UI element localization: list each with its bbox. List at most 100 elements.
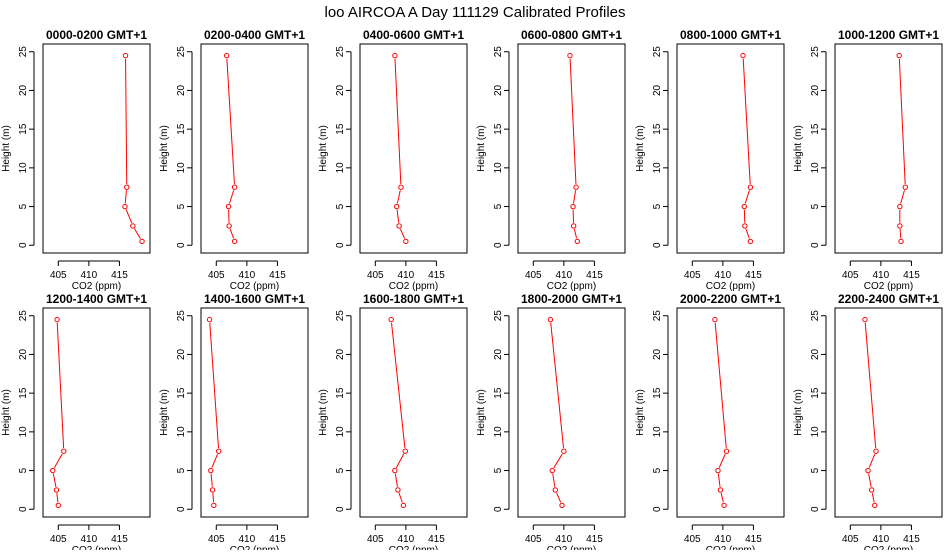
data-point (716, 468, 720, 472)
data-point (212, 503, 216, 507)
data-point (903, 185, 907, 189)
x-tick-label: 405 (842, 270, 859, 281)
series-segment (212, 454, 218, 467)
panel-title: 2000-2200 GMT+1 (680, 292, 781, 306)
x-tick-label: 405 (525, 270, 542, 281)
x-axis-label: CO2 (ppm) (72, 545, 121, 550)
x-tick-label: 410 (715, 534, 732, 545)
x-tick-label: 410 (81, 270, 98, 281)
x-tick-label: 415 (903, 534, 920, 545)
data-point (550, 468, 554, 472)
y-tick-label: 5 (18, 467, 29, 473)
data-point (898, 204, 902, 208)
y-axis-label: Height (m) (635, 389, 646, 436)
y-tick-label: 15 (335, 387, 346, 399)
data-point (125, 185, 129, 189)
y-tick-label: 20 (493, 348, 504, 360)
data-point (403, 449, 407, 453)
data-point (574, 185, 578, 189)
y-axis-label: Height (m) (476, 125, 487, 172)
y-tick-label: 5 (810, 203, 821, 209)
series-segment (57, 493, 58, 502)
series-segment (397, 210, 399, 223)
series-segment (230, 229, 233, 238)
x-tick-label: 410 (556, 534, 573, 545)
series-segment (399, 493, 402, 502)
y-tick-label: 25 (493, 310, 504, 322)
data-point (232, 185, 236, 189)
x-axis-label: CO2 (ppm) (230, 545, 279, 550)
data-point (560, 503, 564, 507)
series-segment (392, 323, 405, 448)
data-point (743, 224, 747, 228)
y-tick-label: 20 (810, 348, 821, 360)
data-point (571, 224, 575, 228)
y-tick-label: 25 (18, 310, 29, 322)
series-segment (869, 474, 871, 487)
x-tick-label: 415 (745, 270, 762, 281)
y-tick-label: 20 (335, 84, 346, 96)
y-tick-label: 15 (810, 123, 821, 135)
y-tick-label: 10 (810, 426, 821, 438)
data-point (393, 53, 397, 57)
plot-frame (835, 308, 942, 517)
x-tick-label: 415 (111, 534, 128, 545)
figure-title: loo AIRCOA A Day 111129 Calibrated Profi… (324, 4, 625, 21)
data-point (874, 449, 878, 453)
x-tick-label: 405 (684, 270, 701, 281)
series-segment (229, 190, 233, 203)
data-point (209, 468, 213, 472)
data-point (399, 185, 403, 189)
y-tick-label: 0 (176, 242, 187, 248)
series-segment (551, 323, 564, 448)
x-axis-label: CO2 (ppm) (547, 281, 596, 292)
data-point (224, 53, 228, 57)
y-tick-label: 20 (176, 348, 187, 360)
x-axis-label: CO2 (ppm) (389, 281, 438, 292)
x-tick-label: 405 (367, 534, 384, 545)
data-point (724, 449, 728, 453)
data-point (55, 317, 59, 321)
series-segment (899, 59, 905, 184)
data-point (140, 239, 144, 243)
x-tick-label: 415 (586, 270, 603, 281)
y-tick-label: 25 (810, 46, 821, 58)
series-segment (557, 493, 561, 503)
plot-frame (835, 44, 942, 253)
y-axis-label: Height (m) (476, 389, 487, 436)
x-tick-label: 410 (81, 534, 98, 545)
y-tick-label: 10 (18, 162, 29, 174)
y-tick-label: 5 (335, 203, 346, 209)
y-tick-label: 0 (18, 506, 29, 512)
data-point (207, 317, 211, 321)
y-tick-label: 0 (176, 506, 187, 512)
y-tick-label: 15 (493, 123, 504, 135)
series-segment (745, 190, 749, 203)
data-point (897, 53, 901, 57)
panel-title: 1200-1400 GMT+1 (46, 292, 147, 306)
data-point (873, 503, 877, 507)
series-segment (126, 59, 127, 184)
data-point (713, 317, 717, 321)
series-segment (53, 474, 55, 487)
y-axis-label: Height (m) (1, 389, 12, 436)
series-segment (210, 323, 219, 448)
series-segment (872, 493, 874, 502)
y-tick-label: 15 (493, 387, 504, 399)
y-tick-label: 0 (493, 506, 504, 512)
data-point (553, 488, 557, 492)
x-axis-label: CO2 (ppm) (72, 281, 121, 292)
data-point (718, 488, 722, 492)
plot-frame (43, 308, 150, 517)
data-point (131, 224, 135, 228)
y-tick-label: 10 (176, 426, 187, 438)
data-point (571, 204, 575, 208)
data-point (393, 468, 397, 472)
x-tick-label: 405 (684, 534, 701, 545)
series-segment (400, 229, 404, 239)
y-axis-label: Height (m) (318, 125, 329, 172)
data-point (394, 204, 398, 208)
